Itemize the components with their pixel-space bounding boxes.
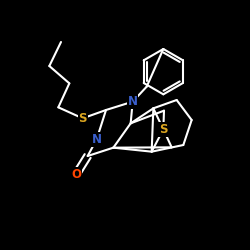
Text: N: N (92, 133, 102, 146)
Text: S: S (78, 112, 87, 125)
Text: S: S (159, 123, 168, 136)
Text: N: N (128, 95, 138, 108)
Text: O: O (71, 168, 81, 181)
